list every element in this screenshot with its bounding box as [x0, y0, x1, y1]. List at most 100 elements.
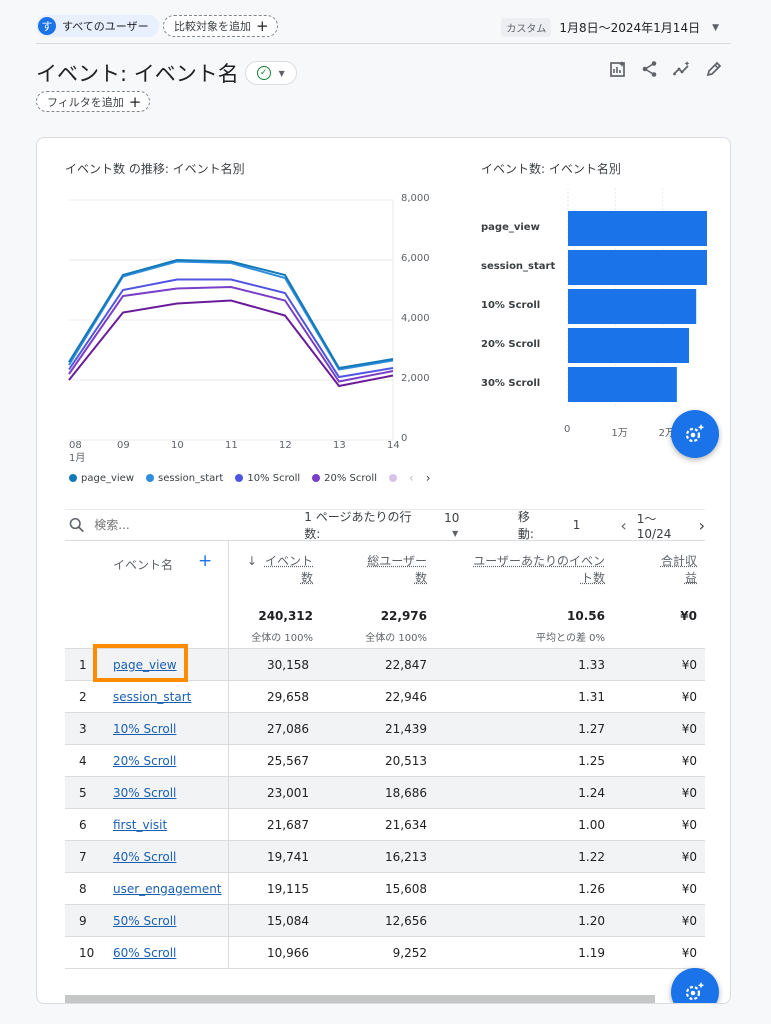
add-dimension-icon[interactable]: + [198, 551, 213, 571]
total-revenue-cell: ¥0 [681, 754, 697, 768]
insights-icon[interactable] [673, 60, 691, 78]
event-count-cell: 29,658 [267, 690, 309, 704]
add-comparison-label: 比較対象を追加 [174, 20, 251, 33]
add-filter-chip[interactable]: フィルタを追加 + [36, 91, 151, 112]
col-header-total-revenue[interactable]: 合計収益 [661, 553, 697, 587]
col-header-label: ト数 [580, 571, 605, 585]
total-users-sub: 全体の 100% [365, 633, 427, 644]
total-event-count-sub: 全体の 100% [251, 633, 313, 644]
table-row: 2 session_start 29,658 22,946 1.31 ¥0 [65, 681, 705, 713]
prev-page-icon[interactable]: ‹ [620, 515, 627, 535]
events-per-user-cell: 1.19 [578, 946, 605, 960]
legend-swatch [312, 474, 321, 482]
search-icon [69, 518, 84, 533]
goto-label: 移動: [517, 510, 534, 541]
col-header-label: 総ユーザー [367, 554, 427, 568]
series-line-10-scroll [68, 278, 394, 379]
date-preset-badge: カスタム [501, 18, 552, 37]
total-revenue-cell: ¥0 [681, 690, 697, 704]
legend-item[interactable]: 10% Scroll [235, 473, 300, 484]
total-users-cell: 16,213 [385, 850, 427, 864]
event-name-link[interactable]: 50% Scroll [113, 914, 177, 928]
event-name-link[interactable]: 30% Scroll [113, 786, 177, 800]
event-count-cell: 19,115 [267, 882, 309, 896]
event-name-link[interactable]: 60% Scroll [113, 946, 177, 960]
legend-item[interactable] [388, 474, 397, 482]
legend-prev-icon[interactable]: ‹ [408, 471, 414, 485]
bar-category-label: 10% Scroll [481, 300, 541, 311]
bar-session-start [568, 250, 707, 285]
segment-avatar: す [38, 17, 56, 35]
add-comparison-chip[interactable]: 比較対象を追加 + [163, 15, 278, 37]
col-header-event-name[interactable]: イベント名 [113, 558, 174, 572]
table-row: 3 10% Scroll 27,086 21,439 1.27 ¥0 [65, 713, 705, 745]
search-input[interactable] [94, 518, 245, 532]
col-header-event-count[interactable]: ↓ イベント数 [247, 553, 313, 587]
event-name-link[interactable]: 40% Scroll [113, 850, 177, 864]
x-tick-label: 10 [171, 440, 184, 451]
bar-category-label: 20% Scroll [481, 339, 541, 350]
insights-fab-icon [685, 982, 705, 1001]
table-row: 1 page_view 30,158 22,847 1.33 ¥0 [65, 649, 705, 681]
y-tick-label: 0 [401, 433, 408, 444]
total-events-per-user-sub: 平均との差 0% [536, 633, 605, 644]
rows-per-page-label: 1 ページあたりの行数: [304, 510, 412, 541]
edit-icon[interactable] [705, 60, 723, 78]
share-icon[interactable] [641, 60, 659, 78]
series-line-30-scroll [68, 299, 394, 388]
legend-item[interactable]: session_start [146, 473, 223, 484]
plus-icon: + [128, 92, 142, 111]
legend-item[interactable]: page_view [69, 473, 134, 484]
legend-next-icon[interactable]: › [425, 471, 431, 485]
total-revenue-cell: ¥0 [681, 722, 697, 736]
rows-per-page-select[interactable]: 10 ▼ [444, 511, 476, 539]
event-count-cell: 30,158 [267, 658, 309, 672]
legend-item[interactable]: 20% Scroll [312, 473, 377, 484]
event-name-link[interactable]: first_visit [113, 818, 168, 832]
event-name-link[interactable]: session_start [113, 690, 192, 704]
bar-category-label: session_start [481, 261, 556, 272]
col-header-label: 益 [684, 571, 697, 585]
events-per-user-cell: 1.25 [578, 754, 605, 768]
col-header-total-users[interactable]: 総ユーザー数 [367, 553, 427, 587]
total-revenue-cell: ¥0 [681, 818, 697, 832]
row-number: 1 [79, 658, 87, 672]
event-count-cell: 10,966 [267, 946, 309, 960]
bar-chart [567, 188, 707, 406]
total-users-cell: 21,634 [385, 818, 427, 832]
column-divider [228, 541, 229, 968]
x-tick-label: 14 [387, 440, 400, 451]
next-page-icon[interactable]: › [698, 515, 706, 535]
insights-fab[interactable] [671, 410, 719, 458]
insights-fab-bottom[interactable] [671, 968, 719, 1003]
event-name-link[interactable]: 10% Scroll [113, 722, 177, 736]
col-header-label: 数 [414, 571, 427, 585]
col-header-label: イベント [264, 554, 313, 568]
events-per-user-cell: 1.24 [578, 786, 605, 800]
horizontal-scrollbar[interactable] [65, 995, 655, 1003]
total-users-cell: 9,252 [392, 946, 427, 960]
bar-category-label: 30% Scroll [481, 378, 541, 389]
add-filter-label: フィルタを追加 [47, 95, 124, 109]
total-revenue-cell: ¥0 [681, 882, 697, 896]
table-row: 10 60% Scroll 10,966 9,252 1.19 ¥0 [65, 937, 705, 969]
row-number: 8 [79, 882, 87, 896]
date-range-picker[interactable]: カスタム 1月8日～2024年1月14日 ▼ [501, 18, 719, 37]
bar-20-scroll [568, 328, 690, 363]
total-revenue-cell: ¥0 [681, 786, 697, 800]
event-name-link[interactable]: page_view [113, 658, 177, 672]
report-status-button[interactable]: ✓ ▼ [244, 61, 297, 85]
event-name-link[interactable]: 20% Scroll [113, 754, 177, 768]
event-name-link[interactable]: user_engagement [113, 882, 222, 896]
bar-10-scroll [568, 289, 697, 324]
goto-input[interactable]: 1 [572, 518, 581, 532]
events-per-user-cell: 1.31 [578, 690, 605, 704]
event-count-cell: 21,687 [267, 818, 309, 832]
col-header-events-per-user[interactable]: ユーザーあたりのイベン ト数 [473, 553, 605, 587]
events-per-user-cell: 1.26 [578, 882, 605, 896]
legend-swatch [235, 474, 244, 482]
user-segment-chip[interactable]: す すべてのユーザー [36, 15, 159, 37]
customize-report-icon[interactable] [609, 60, 627, 78]
table-toolbar: 1 ページあたりの行数: 10 ▼ 移動: 1 ‹ 1～10/24 › [65, 509, 705, 541]
chevron-down-icon: ▼ [452, 529, 459, 538]
